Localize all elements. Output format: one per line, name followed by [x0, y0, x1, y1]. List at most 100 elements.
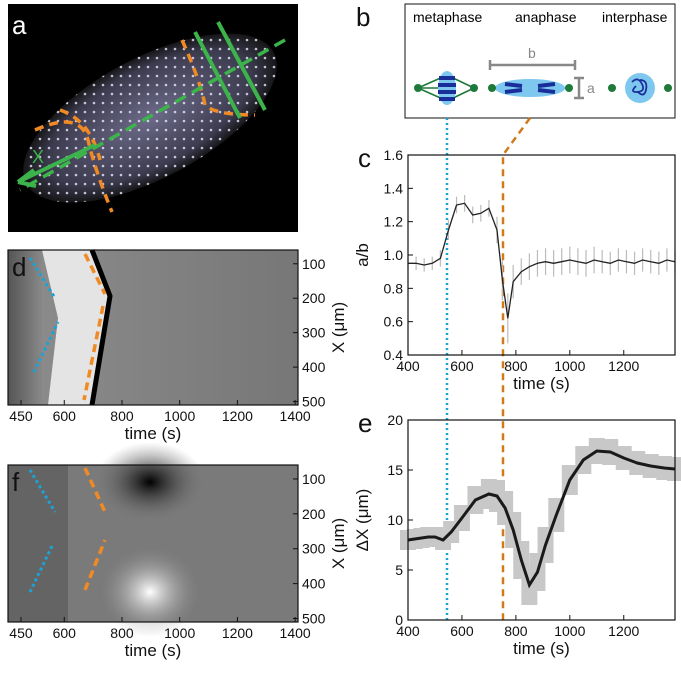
y-tick-label: 200 — [302, 290, 326, 306]
x-tick-label: 800 — [110, 625, 134, 641]
chromosomes — [438, 76, 456, 101]
cell — [495, 79, 565, 97]
y-tick-label: 0 — [395, 612, 403, 628]
x-tick-label: 1400 — [280, 408, 311, 424]
pole — [488, 84, 496, 92]
y-tick-label: 0.4 — [384, 347, 404, 363]
chromatin — [631, 78, 648, 96]
nucleus — [625, 73, 655, 103]
x-tick-label: 800 — [504, 358, 528, 374]
panel-label: a — [12, 10, 27, 40]
x-tick-label: 800 — [110, 408, 134, 424]
x-tick-label: 600 — [53, 625, 77, 641]
x-tick-label: 1200 — [222, 408, 253, 424]
y-tick-label: 1.6 — [384, 147, 404, 163]
x-tick-label: 1000 — [554, 358, 585, 374]
panel-a: a X — [8, 4, 298, 232]
phase-label: interphase — [602, 9, 668, 25]
y-axis-label: a/b — [353, 243, 372, 267]
panel-label: b — [356, 2, 370, 32]
y-tick-label: 400 — [302, 576, 326, 592]
blob — [100, 547, 200, 637]
guide — [82, 253, 107, 401]
pole — [414, 84, 422, 92]
y-axis-label: X (μm) — [329, 518, 348, 569]
blob — [95, 442, 205, 522]
pole — [565, 84, 573, 92]
y-axis-label: ΔX (μm) — [353, 489, 372, 552]
marker-line — [193, 21, 267, 119]
boundary — [34, 39, 256, 213]
spindle — [417, 75, 475, 101]
x-tick-label: 450 — [9, 408, 33, 424]
y-tick-label: 1.2 — [384, 214, 404, 230]
kymograph-d-image — [8, 249, 298, 406]
time-guide — [501, 117, 532, 620]
shade — [8, 465, 68, 622]
dimension-label: b — [528, 45, 536, 61]
data-line — [408, 202, 676, 319]
y-tick-label: 300 — [302, 325, 326, 341]
panel-label: f — [12, 467, 20, 497]
y-tick-label: 20 — [387, 412, 403, 428]
axis-arrow — [19, 38, 286, 192]
scale-bar — [488, 60, 584, 100]
x-tick-label: 1400 — [280, 625, 311, 641]
panel-b: b metaphase anaphase interphase b a — [356, 2, 676, 119]
guide — [28, 469, 57, 593]
x-tick-label: 600 — [53, 408, 77, 424]
x-tick-label: 450 — [9, 625, 33, 641]
pole — [470, 84, 478, 92]
y-tick-label: 200 — [302, 506, 326, 522]
y-tick-label: 100 — [302, 256, 326, 272]
x-tick-label: 1000 — [164, 408, 195, 424]
pole — [608, 84, 616, 92]
plot-frame — [7, 464, 299, 623]
data-line — [407, 449, 676, 589]
y-tick-label: 15 — [387, 462, 403, 478]
x-tick-label: 600 — [450, 358, 474, 374]
y-tick-label: 1.0 — [384, 247, 404, 263]
kymograph-f-image — [8, 442, 298, 637]
panel-label: d — [12, 252, 26, 282]
dimension-label: a — [587, 80, 595, 96]
phase-label: anaphase — [515, 9, 577, 25]
edge — [89, 249, 113, 406]
x-axis-label: time (s) — [513, 639, 570, 658]
x-tick-label: 600 — [450, 623, 474, 639]
arrow-head — [16, 143, 96, 188]
chromosomes — [504, 82, 556, 94]
x-axis-label: time (s) — [125, 641, 182, 660]
pole — [664, 84, 672, 92]
y-tick-label: 0.6 — [384, 314, 404, 330]
y-tick-label: 10 — [387, 512, 403, 528]
guide — [83, 467, 107, 591]
x-tick-label: 400 — [396, 623, 420, 639]
y-tick-label: 400 — [302, 359, 326, 375]
x-axis-label: time (s) — [125, 424, 182, 443]
y-tick-label: 5 — [395, 562, 403, 578]
y-tick-label: 100 — [302, 471, 326, 487]
x-tick-label: 1200 — [608, 358, 639, 374]
y-tick-label: 1.4 — [384, 180, 404, 196]
panel-label: e — [358, 408, 372, 438]
x-tick-label: 800 — [504, 623, 528, 639]
band — [42, 250, 108, 405]
x-tick-label: 400 — [396, 358, 420, 374]
phase-label: metaphase — [413, 9, 482, 25]
plot-frame — [7, 249, 299, 406]
guide — [28, 257, 60, 373]
x-tick-label: 1000 — [554, 623, 585, 639]
y-tick-label: 0.8 — [384, 280, 404, 296]
y-axis-label: X (μm) — [329, 302, 348, 353]
x-axis-label: time (s) — [513, 374, 570, 393]
y-tick-label: 300 — [302, 541, 326, 557]
x-tick-label: 1200 — [608, 623, 639, 639]
x-tick-label: 1000 — [164, 625, 195, 641]
y-tick-label: 500 — [302, 611, 326, 627]
x-tick-label: 1200 — [222, 625, 253, 641]
y-tick-label: 500 — [302, 394, 326, 410]
axis-label: X — [32, 147, 44, 167]
plot-frame — [407, 154, 676, 356]
